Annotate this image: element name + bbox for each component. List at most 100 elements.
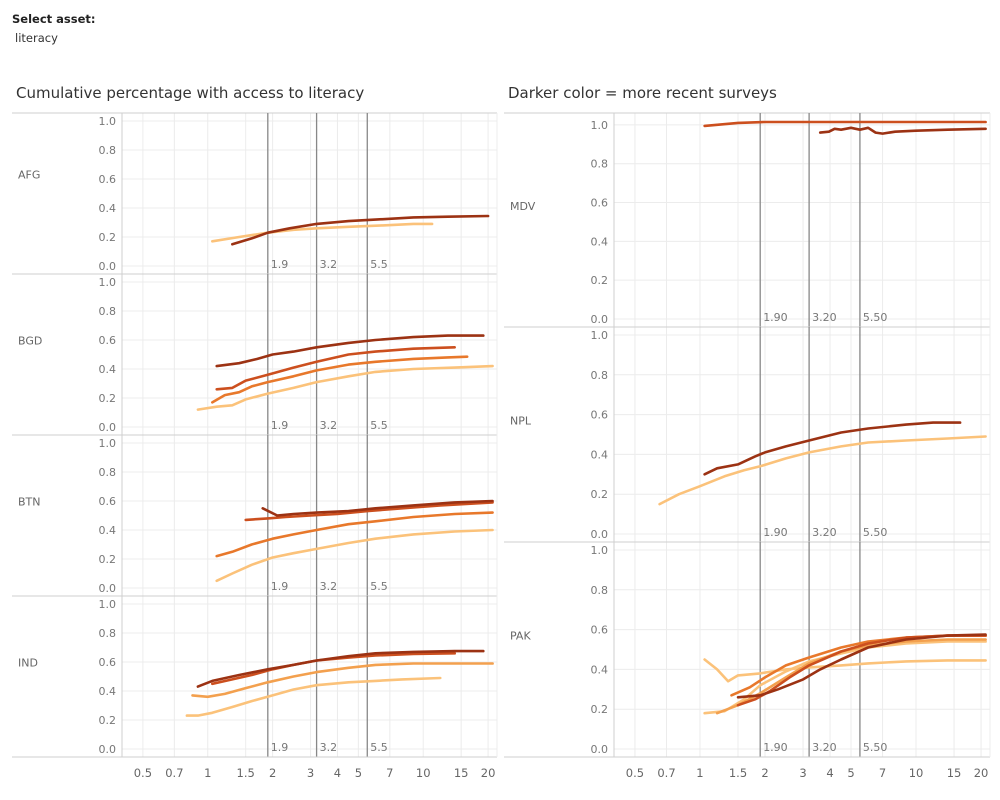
series-line [658,435,987,506]
x-tick-label: 1 [204,766,211,780]
y-tick-label: 0.8 [591,158,609,171]
poverty-line-label: 1.90 [763,311,788,324]
row-label-mdv: MDV [510,200,536,213]
row-ind: 0.0 0.2 0.4 0.6 0.8 1.0 IND 1.9 3.2 5.5 [12,595,497,757]
poverty-line-label: 5.5 [370,419,388,432]
poverty-line-label: 3.20 [812,526,837,539]
y-tick-label: 0.8 [99,466,117,479]
row-label-pak: PAK [510,630,531,643]
poverty-line-label: 3.2 [320,258,338,271]
y-tick-label: 0.4 [591,235,609,248]
y-tick-label: 0.4 [99,202,117,215]
poverty-line-label: 1.90 [763,526,788,539]
x-tick-label: 1 [696,766,703,780]
asset-selector-dropdown[interactable]: literacy [15,31,58,45]
poverty-line-label: 1.9 [271,258,289,271]
row-bgd: 0.0 0.2 0.4 0.6 0.8 1.0 BGD 1.9 3.2 5.5 [12,273,497,435]
y-tick-label: 0.2 [99,231,117,244]
y-tick-label: 0.2 [591,488,609,501]
y-tick-label: 0.2 [99,392,117,405]
series-line [231,214,490,246]
y-tick-label: 0.2 [99,714,117,727]
row-pak: 0.0 0.2 0.4 0.6 0.8 1.0 PAK 1.90 3.20 5.50 [504,541,990,757]
series-line [215,528,494,583]
y-tick-label: 0.0 [591,528,609,541]
poverty-line-label: 3.20 [812,741,837,754]
left-panel-title: Cumulative percentage with access to lit… [16,84,365,102]
poverty-line-label: 3.20 [812,311,837,324]
series-line [244,501,494,522]
x-tick-label: 5 [355,766,362,780]
row-label-ind: IND [18,657,38,670]
y-tick-label: 0.6 [99,656,117,669]
x-tick-label: 3 [799,766,806,780]
series-line [736,633,987,699]
y-tick-label: 0.4 [99,685,117,698]
y-tick-label: 0.6 [591,624,609,637]
series-line [703,120,987,128]
row-label-btn: BTN [18,496,41,509]
y-tick-label: 0.6 [99,495,117,508]
y-tick-label: 1.0 [591,119,609,132]
x-tick-label: 5 [847,766,854,780]
y-tick-label: 1.0 [591,544,609,557]
x-tick-label: 0.7 [165,766,183,780]
y-tick-label: 0.4 [99,363,117,376]
y-tick-label: 0.6 [99,173,117,186]
row-mdv: 0.0 0.2 0.4 0.6 0.8 1.0 MDV 1.90 3.20 5.50 [504,112,990,327]
x-tick-label: 2 [761,766,768,780]
y-tick-label: 0.0 [591,743,609,756]
series-line [196,364,494,411]
y-tick-label: 0.6 [99,334,117,347]
x-tick-label: 15 [947,766,962,780]
poverty-line-label: 5.50 [863,526,888,539]
row-label-bgd: BGD [18,335,42,348]
x-tick-label: 0.7 [657,766,675,780]
x-tick-label: 10 [909,766,924,780]
series-line [185,676,442,717]
y-tick-label: 0.6 [591,197,609,210]
poverty-line-label: 1.9 [271,419,289,432]
y-tick-label: 0.8 [99,627,117,640]
row-btn: 0.0 0.2 0.4 0.6 0.8 1.0 BTN 1.9 3.2 5.5 [12,434,497,596]
row-npl: 0.0 0.2 0.4 0.6 0.8 1.0 NPL 1.90 3.20 5.50 [504,326,990,542]
series-line [703,421,962,476]
x-tick-label: 4 [334,766,341,780]
poverty-line-label: 1.90 [763,741,788,754]
x-tick-label: 1.5 [729,766,747,780]
x-tick-label: 2 [269,766,276,780]
y-tick-label: 0.8 [99,305,117,318]
series-line [211,222,434,243]
series-line [703,658,987,683]
row-label-afg: AFG [18,169,40,182]
y-tick-label: 0.2 [99,553,117,566]
y-tick-label: 0.2 [591,703,609,716]
series-line [211,355,469,404]
x-tick-label: 20 [481,766,496,780]
poverty-line-label: 5.50 [863,311,888,324]
row-afg: 0.0 0.2 0.4 0.6 0.8 1.0 AFG 1.9 3.2 5.5 [12,112,497,274]
y-tick-label: 0.0 [99,260,117,273]
x-tick-label: 3 [307,766,314,780]
series-line [818,126,987,135]
series-line [215,346,456,391]
row-label-npl: NPL [510,415,532,428]
poverty-line-label: 5.5 [370,580,388,593]
y-tick-label: 1.0 [591,329,609,342]
series-line [191,662,494,699]
y-tick-label: 1.0 [99,598,117,611]
series-line [196,649,485,688]
y-tick-label: 0.4 [99,524,117,537]
y-tick-label: 0.0 [99,582,117,595]
series-line [703,640,987,715]
series-line [261,499,494,517]
poverty-line-label: 5.5 [370,258,388,271]
y-tick-label: 1.0 [99,115,117,128]
poverty-line-label: 3.2 [320,741,338,754]
x-tick-label: 0.5 [626,766,644,780]
y-tick-label: 0.0 [591,313,609,326]
poverty-line-label: 1.9 [271,741,289,754]
y-tick-label: 0.2 [591,274,609,287]
